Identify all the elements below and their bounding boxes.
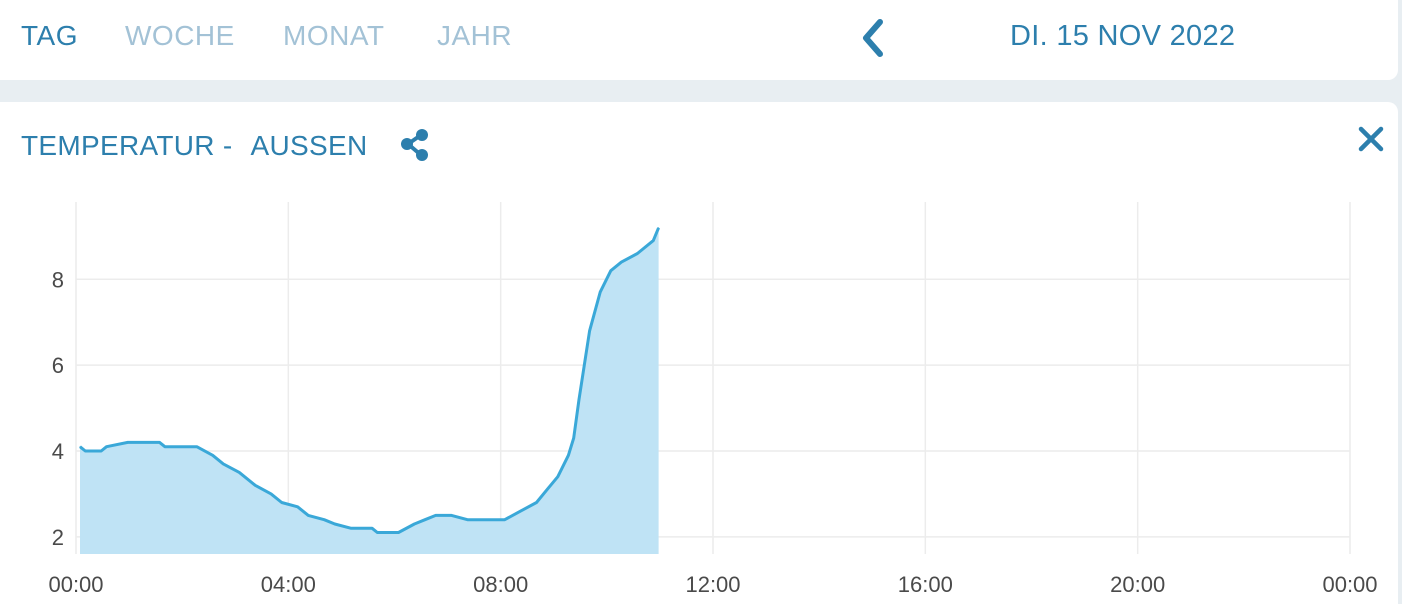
chart-title: TEMPERATUR - AUSSEN [21, 130, 367, 162]
data-point [658, 227, 660, 229]
data-point [520, 510, 522, 512]
chart-title-label: TEMPERATUR - [21, 130, 233, 161]
tab-month[interactable]: MONAT [283, 20, 385, 51]
y-tick-label: 8 [52, 267, 64, 292]
data-point [196, 446, 198, 448]
period-tabs-bar: TAG WOCHE MONAT JAHR DI. 15 NOV 2022 [0, 0, 1398, 80]
data-point [599, 291, 601, 293]
data-point [159, 441, 161, 443]
data-point [297, 506, 299, 508]
data-point [127, 441, 129, 443]
data-point [281, 502, 283, 503]
data-point [270, 493, 272, 495]
data-point [573, 437, 575, 439]
chart-area-layer [79, 227, 660, 555]
data-point [376, 532, 378, 533]
data-point [212, 454, 214, 456]
share-button[interactable] [399, 127, 433, 163]
x-tick-label: 04:00 [261, 572, 316, 597]
data-point [435, 514, 437, 516]
data-point [536, 502, 537, 503]
data-point [106, 446, 107, 448]
current-date[interactable]: DI. 15 NOV 2022 [1010, 20, 1236, 52]
sensor-name: AUSSEN [250, 130, 368, 161]
data-point [334, 523, 336, 525]
x-tick-label: 16:00 [898, 572, 953, 597]
x-tick-label: 12:00 [685, 572, 740, 597]
data-point [371, 527, 373, 529]
data-point [589, 330, 591, 332]
close-icon [1358, 126, 1384, 152]
data-point [557, 476, 559, 478]
tab-year[interactable]: JAHR [437, 20, 513, 51]
x-tick-label: 20:00 [1110, 572, 1165, 597]
data-point [84, 450, 86, 452]
data-point [100, 450, 102, 452]
data-point [482, 519, 484, 521]
data-point [79, 446, 81, 448]
x-tick-label: 00:00 [48, 572, 103, 597]
data-point [652, 240, 654, 242]
chart-axis-labels: 00:00 04:00 08:00 12:00 16:00 20:00 00:00 2 4 6 8 [48, 267, 1377, 597]
data-point [467, 519, 468, 521]
y-tick-label: 4 [52, 439, 64, 464]
y-tick-label: 2 [52, 525, 64, 550]
data-point [222, 463, 224, 465]
tab-day[interactable]: TAG [21, 20, 78, 51]
data-point [254, 484, 256, 486]
data-point [567, 454, 569, 456]
share-icon [401, 129, 428, 161]
data-point [238, 471, 240, 473]
data-point [424, 519, 426, 521]
close-button[interactable] [1352, 120, 1392, 160]
previous-day-button[interactable] [852, 14, 896, 62]
chevron-left-icon [863, 19, 883, 57]
data-point [504, 519, 506, 521]
data-point [636, 253, 638, 254]
data-point [583, 364, 585, 366]
data-point [350, 527, 352, 529]
temperature-area [80, 227, 659, 555]
data-point [546, 489, 548, 491]
y-tick-label: 6 [52, 353, 64, 378]
data-point [620, 261, 622, 263]
data-point [307, 514, 309, 516]
temperature-line [79, 227, 660, 534]
data-point [323, 519, 325, 521]
data-point [451, 514, 453, 516]
x-tick-label: 08:00 [473, 572, 528, 597]
data-point [164, 446, 166, 448]
tab-week[interactable]: WOCHE [125, 20, 235, 51]
data-point [398, 532, 399, 533]
x-tick-label: 00:00 [1322, 572, 1377, 597]
data-point [610, 270, 612, 272]
data-point [578, 399, 580, 400]
data-point [413, 523, 415, 525]
